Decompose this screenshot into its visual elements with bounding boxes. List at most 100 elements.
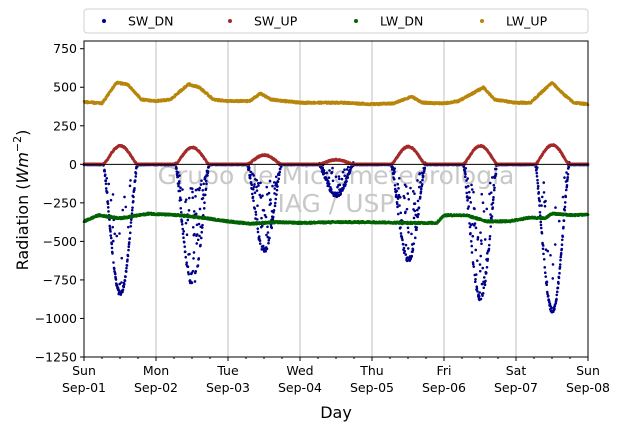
data-point [417,185,421,189]
data-point [478,291,482,294]
data-point [178,174,181,177]
data-point [199,236,203,240]
data-point [202,207,206,210]
data-point [203,201,206,205]
data-point [322,169,326,172]
data-point [128,237,132,240]
data-point [267,241,270,245]
data-point [190,187,194,190]
data-point [273,187,277,190]
data-point [252,174,256,177]
data-point [109,198,113,202]
data-point [555,297,558,301]
data-point [253,183,256,186]
data-point [199,243,202,247]
data-point [474,273,478,276]
data-point [103,173,107,176]
data-point [267,191,271,195]
data-point [183,250,187,253]
data-point [204,179,208,183]
data-point [249,170,253,174]
data-point [556,286,560,290]
data-point [412,216,416,220]
data-point [464,186,468,189]
data-point [397,193,401,197]
data-point [564,195,568,199]
data-point [271,184,274,188]
data-point [110,246,114,250]
data-point [127,248,130,252]
data-point [413,192,416,195]
data-point [544,199,547,203]
data-point [251,187,255,191]
data-point [540,231,544,235]
data-point [423,166,427,170]
data-point [191,190,194,194]
data-point [323,171,326,175]
data-point [476,290,479,293]
data-point [192,257,195,260]
data-point [468,196,472,199]
data-point [134,172,138,175]
data-point [417,212,420,216]
data-point [410,254,414,258]
data-point [247,166,251,170]
data-point [337,175,341,178]
data-point [484,271,488,275]
data-point [551,263,555,266]
data-series [82,80,590,314]
data-point [413,209,417,213]
data-point [258,242,262,245]
data-point [127,241,131,244]
data-point [475,287,479,290]
data-point [474,278,477,281]
data-point [124,270,128,273]
data-point [467,205,471,208]
data-point [487,243,491,247]
data-point [406,226,410,230]
data-point [412,242,416,245]
data-point [488,235,492,238]
data-point [200,226,204,229]
data-point [133,179,137,182]
data-point [545,290,549,294]
data-point [115,234,119,238]
data-point [121,208,125,212]
data-point [401,238,404,242]
data-point [255,218,259,221]
data-point [538,210,542,214]
data-point [127,245,131,249]
data-point [557,276,561,280]
data-point [539,223,543,227]
data-point [479,254,483,258]
data-point [544,248,548,252]
data-point [409,186,412,190]
data-point [486,257,490,261]
data-point [399,226,402,229]
data-point [483,283,487,287]
data-point [478,263,482,266]
data-point [178,189,182,193]
data-point [271,215,275,219]
data-point [274,175,278,179]
data-point [178,196,182,200]
data-point [126,225,130,229]
data-point [188,252,191,256]
data-point [106,200,110,203]
data-point [104,182,108,186]
data-point [469,231,472,235]
data-point [418,172,422,175]
data-point [566,172,570,176]
data-point [258,193,262,197]
data-point [261,244,265,248]
data-point [105,177,109,180]
data-point [470,251,474,254]
data-point [248,177,252,180]
data-point [548,302,552,306]
data-point [560,243,564,247]
data-point [553,243,557,246]
grid [155,41,517,357]
data-point [345,168,349,171]
data-point [256,230,260,234]
data-point [473,207,476,211]
